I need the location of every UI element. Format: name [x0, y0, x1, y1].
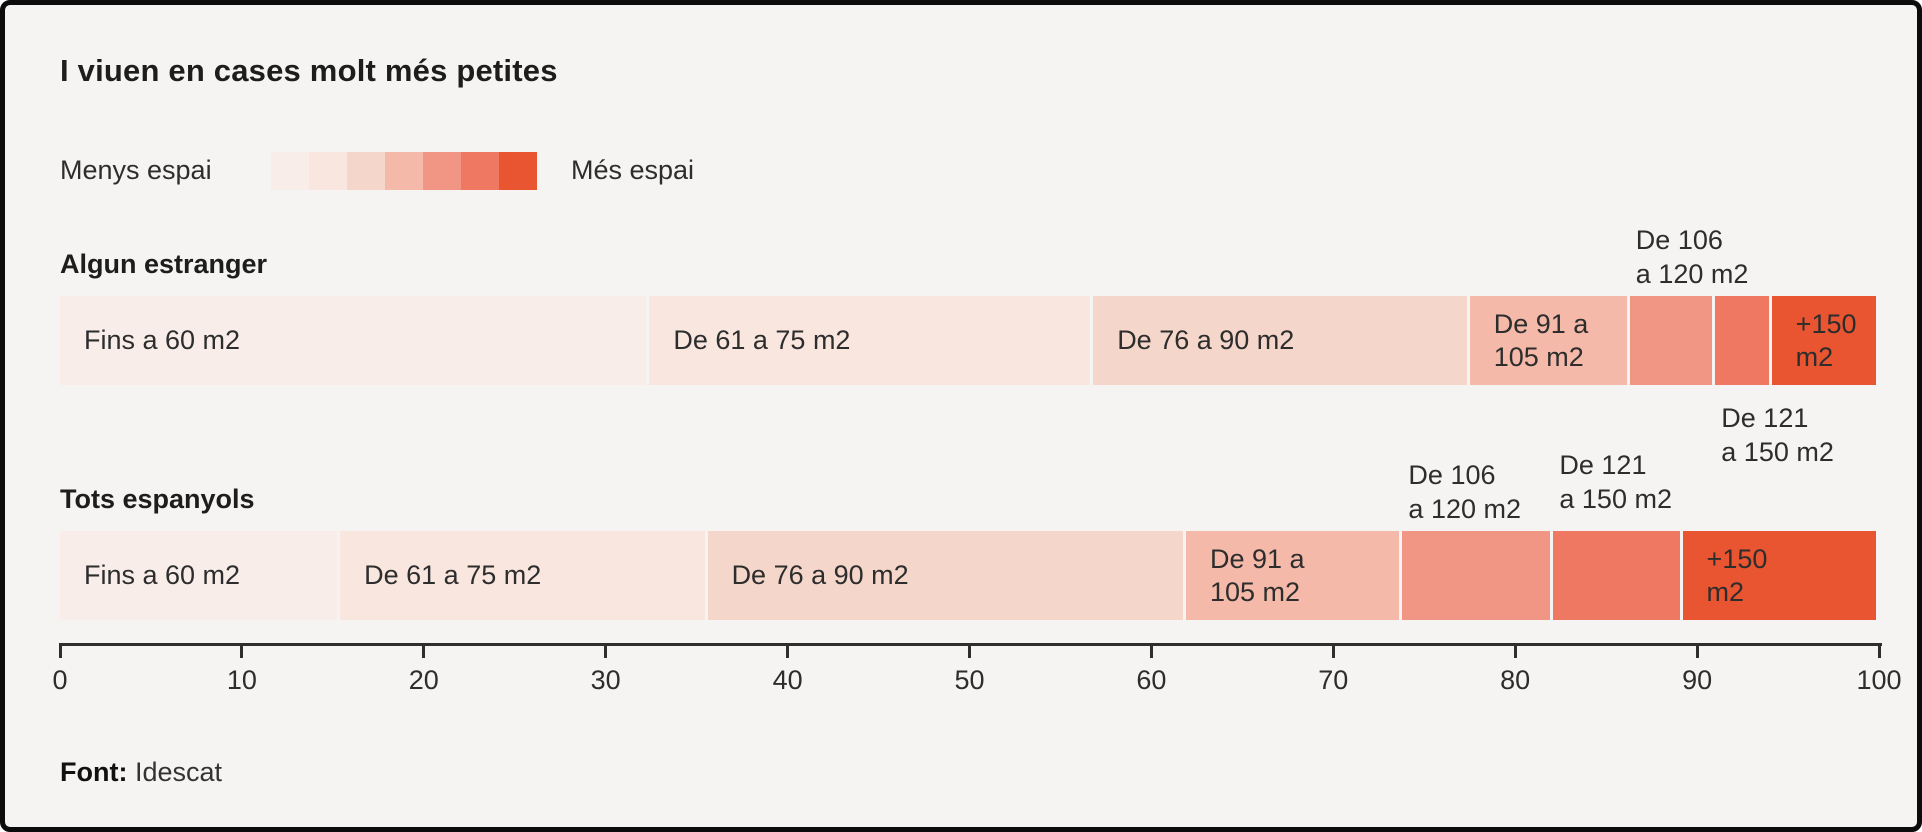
- bar-group-label: Tots espanyols: [60, 484, 255, 514]
- bar-segment: +150 m2: [1682, 531, 1876, 620]
- footer-source: Font: Idescat: [60, 757, 222, 788]
- x-axis-tick-label: 80: [1500, 665, 1531, 695]
- bar-group-label: Algun estranger: [60, 249, 268, 279]
- bar-segment: [1715, 296, 1769, 385]
- legend-less-label: Menys espai: [60, 155, 212, 185]
- legend-swatch-2: [309, 152, 347, 190]
- bar-segment: +150 m2: [1771, 296, 1876, 385]
- color-scale-legend: [271, 152, 537, 190]
- bar-segment: Fins a 60 m2: [60, 531, 338, 620]
- bar-segment: [1402, 531, 1551, 620]
- source-value: Idescat: [134, 757, 223, 787]
- legend-swatch-1: [271, 152, 309, 190]
- x-axis-tick-label: 100: [1856, 665, 1902, 695]
- x-axis-tick: [1331, 643, 1335, 658]
- legend-swatch-4: [385, 152, 423, 190]
- bar-segment: [1629, 296, 1713, 385]
- bar-segment: De 76 a 90 m2: [1093, 296, 1467, 385]
- legend-swatch-5: [423, 152, 461, 190]
- x-axis-tick: [1695, 643, 1699, 658]
- legend-swatch-7: [499, 152, 537, 190]
- legend-more-label: Més espai: [571, 155, 695, 185]
- x-axis-tick-label: 10: [226, 665, 257, 695]
- x-axis-tick: [1149, 643, 1153, 658]
- bar-segment: De 61 a 75 m2: [340, 531, 705, 620]
- bar-segment: De 76 a 90 m2: [707, 531, 1183, 620]
- x-axis-tick: [1877, 643, 1881, 658]
- x-axis-tick-label: 30: [590, 665, 621, 695]
- bar-segment: De 91 a 105 m2: [1469, 296, 1627, 385]
- legend-swatch-3: [347, 152, 385, 190]
- legend-swatch-6: [461, 152, 499, 190]
- segment-annotation: De 121 a 150 m2: [1721, 403, 1834, 467]
- segment-annotation: De 106 a 120 m2: [1408, 460, 1521, 524]
- x-axis-line: [60, 643, 1882, 646]
- chart-title: I viuen en cases molt més petites: [60, 53, 558, 88]
- x-axis-tick-label: 60: [1136, 665, 1167, 695]
- segment-annotation: De 121 a 150 m2: [1559, 450, 1672, 514]
- x-axis-tick: [240, 643, 244, 658]
- x-axis-tick: [1513, 643, 1517, 658]
- x-axis-tick: [58, 643, 62, 658]
- x-axis-tick-label: 50: [954, 665, 985, 695]
- x-axis-tick: [786, 643, 790, 658]
- x-axis-tick: [604, 643, 608, 658]
- x-axis-tick-label: 70: [1318, 665, 1349, 695]
- bar-segment: De 61 a 75 m2: [649, 296, 1091, 385]
- x-axis-tick-label: 40: [772, 665, 803, 695]
- x-axis-tick: [422, 643, 426, 658]
- source-label: Font:: [60, 757, 128, 787]
- x-axis-tick-label: 90: [1682, 665, 1713, 695]
- segment-annotation: De 106 a 120 m2: [1635, 225, 1749, 289]
- bar-segment: [1553, 531, 1680, 620]
- x-axis-tick-label: 20: [408, 665, 439, 695]
- x-axis-tick-label: 0: [52, 665, 68, 695]
- bar-segment: Fins a 60 m2: [60, 296, 647, 385]
- x-axis-tick: [968, 643, 971, 658]
- bar-segment: De 91 a 105 m2: [1185, 531, 1400, 620]
